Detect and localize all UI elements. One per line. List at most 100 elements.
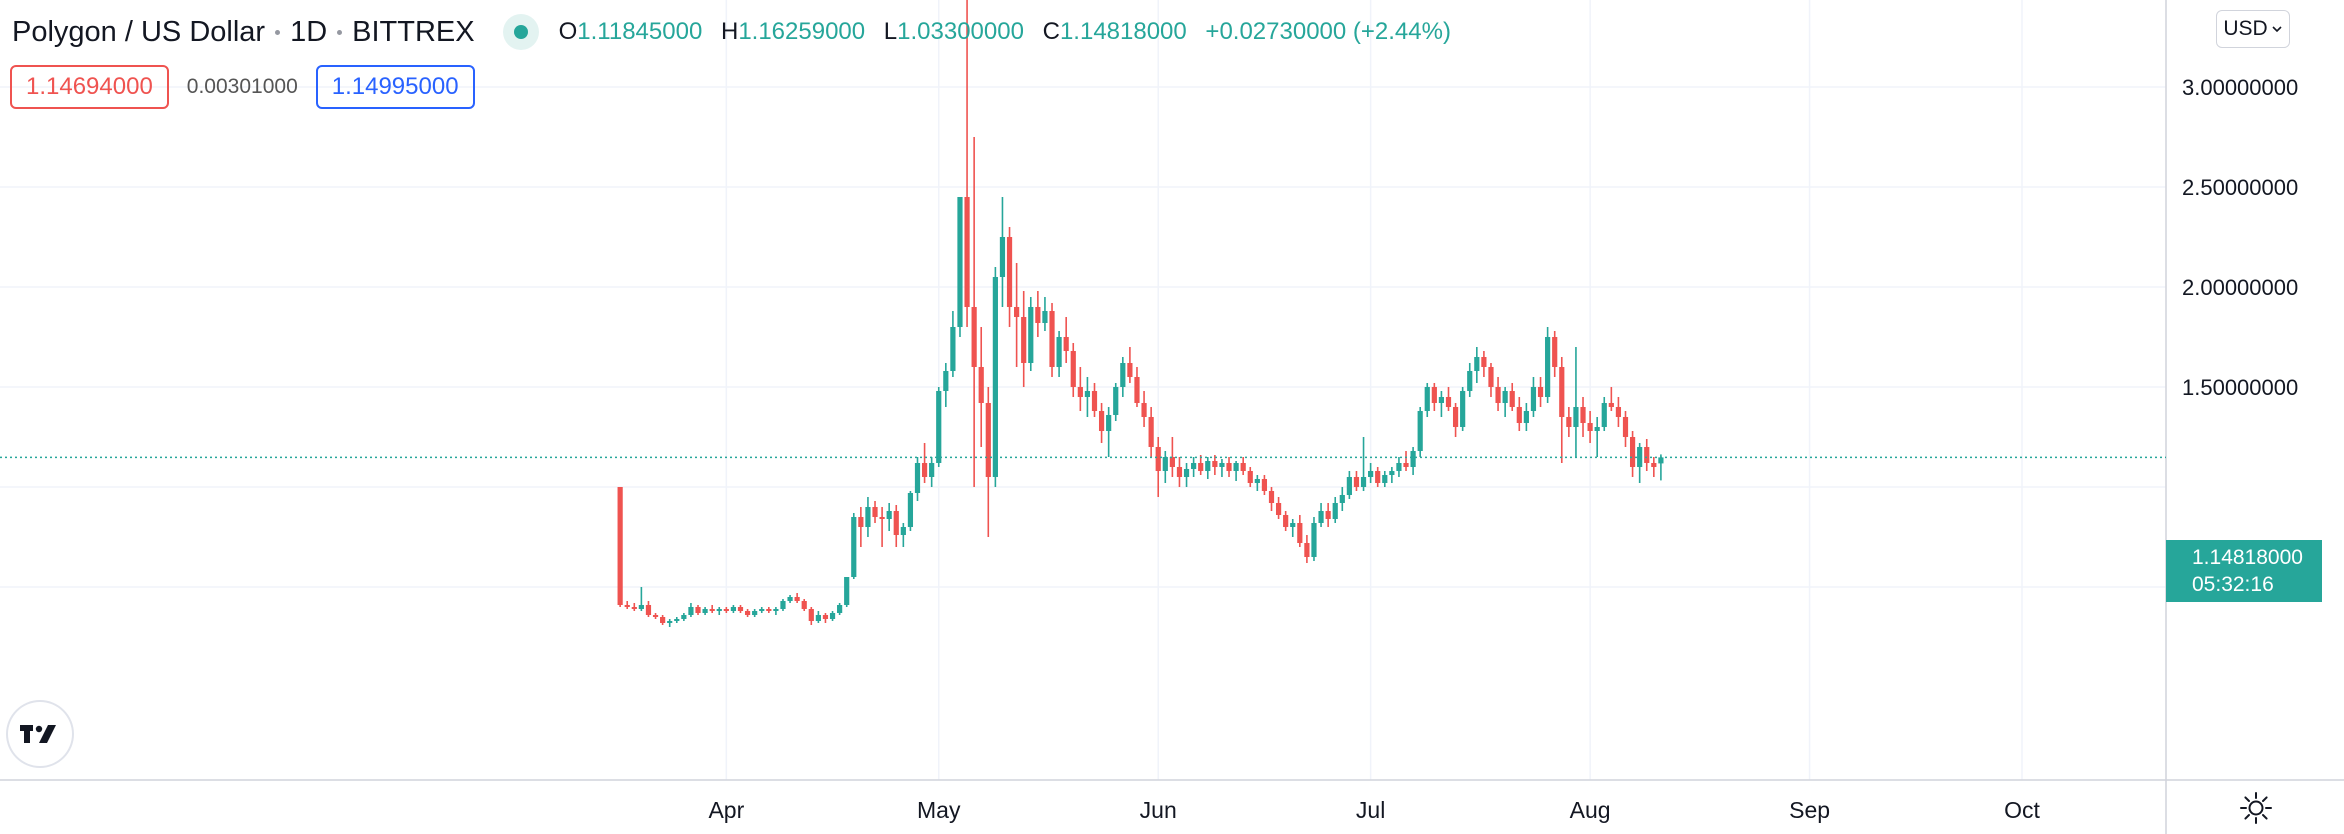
candle-body xyxy=(1290,523,1296,527)
candle-body xyxy=(1226,463,1232,471)
tradingview-logo-icon[interactable] xyxy=(8,702,72,766)
candle-body xyxy=(1091,391,1098,411)
candle-body xyxy=(1098,411,1105,431)
candle-body xyxy=(1311,523,1317,557)
interval-label[interactable]: 1D xyxy=(290,15,328,48)
buy-button[interactable]: 1.14995000 xyxy=(315,65,475,109)
candle-body xyxy=(1516,407,1522,423)
candle-body xyxy=(1063,337,1069,351)
candle-body xyxy=(1509,391,1515,407)
ohlc-readout: O1.11845000 H1.16259000 L1.03300000 C1.1… xyxy=(559,18,1451,46)
candle-body xyxy=(624,605,630,607)
candle-body xyxy=(1495,387,1501,403)
chevron-down-icon xyxy=(2272,26,2282,33)
candle-body xyxy=(1424,387,1430,411)
candle-body xyxy=(660,617,666,623)
candle-body xyxy=(1049,311,1055,367)
chart-grid xyxy=(0,0,2166,780)
candle-body xyxy=(617,487,623,605)
open-label: O xyxy=(558,18,578,45)
close-value: 1.14818000 xyxy=(1059,18,1187,45)
candle-body xyxy=(1481,357,1487,367)
candle-body xyxy=(787,597,793,601)
bar-countdown: 05:32:16 xyxy=(2192,573,2274,596)
live-status-icon xyxy=(502,14,539,50)
candle-body xyxy=(914,463,921,493)
candle-body xyxy=(1658,457,1664,464)
candle-body xyxy=(1552,337,1558,367)
candle-body xyxy=(688,607,694,615)
sell-button[interactable]: 1.14694000 xyxy=(10,65,169,109)
candle-body xyxy=(652,615,659,617)
candle-body xyxy=(1042,311,1048,323)
candle-body xyxy=(1573,407,1579,427)
candle-body xyxy=(1155,447,1161,471)
candle-body xyxy=(837,605,843,613)
y-tick-label: 1.50000000 xyxy=(2182,375,2298,400)
x-tick-label: Apr xyxy=(708,797,744,823)
symbol-title[interactable]: Polygon / US Dollar xyxy=(12,15,266,48)
currency-label: USD xyxy=(2223,17,2268,40)
candle-body xyxy=(1205,461,1211,471)
candle-body xyxy=(1240,463,1246,471)
candle-body xyxy=(709,609,715,611)
candle-body xyxy=(1537,387,1544,397)
candle-body xyxy=(1219,463,1225,467)
last-price-label: 1.14818000 05:32:16 xyxy=(2166,540,2322,602)
candle-body xyxy=(1056,337,1062,367)
candle-body xyxy=(1566,417,1572,427)
currency-button[interactable]: USD xyxy=(2216,10,2290,48)
candle-body xyxy=(1325,511,1331,519)
candle-body xyxy=(773,609,779,611)
candle-body xyxy=(1162,457,1168,471)
candle-body xyxy=(829,613,836,619)
candle-body xyxy=(886,511,892,519)
candle-body xyxy=(1084,391,1091,397)
x-tick-label: Aug xyxy=(1570,797,1611,823)
candle-body xyxy=(1134,377,1140,403)
candle-body xyxy=(737,607,744,611)
x-tick-label: May xyxy=(917,797,961,823)
candle-body xyxy=(1559,367,1565,417)
candle-body xyxy=(1651,463,1657,467)
high-value: 1.16259000 xyxy=(738,18,866,45)
candle-body xyxy=(1460,391,1466,427)
candle-body xyxy=(865,507,871,527)
candle-body xyxy=(1474,357,1480,371)
candle-body xyxy=(858,517,864,527)
candle-body xyxy=(1403,463,1409,467)
exchange-label[interactable]: BITTREX xyxy=(352,15,475,48)
candle-body xyxy=(1615,407,1622,417)
candle-body xyxy=(1283,515,1289,527)
candle-body xyxy=(992,277,998,477)
candle-body xyxy=(1148,417,1154,447)
chart-header: Polygon / US Dollar 1D BITTREX O1.118450… xyxy=(12,12,1451,52)
candle-body xyxy=(716,609,722,611)
candle-body xyxy=(971,307,977,367)
candle-body xyxy=(879,517,885,519)
candle-body xyxy=(1594,427,1600,431)
spread-value: 0.00301000 xyxy=(186,75,298,98)
candle-body xyxy=(1622,417,1629,437)
candle-body xyxy=(1127,363,1133,377)
gear-icon[interactable] xyxy=(2238,790,2274,826)
candle-body xyxy=(759,609,765,611)
candle-body xyxy=(815,615,821,621)
candle-body xyxy=(1360,477,1367,487)
candle-body xyxy=(794,597,800,601)
separator-dot xyxy=(275,29,281,35)
x-tick-label: Jul xyxy=(1356,797,1385,823)
candle-body xyxy=(1254,479,1260,483)
close-label: C xyxy=(1042,18,1060,45)
candle-body xyxy=(674,619,680,621)
candle-body xyxy=(921,463,928,477)
candle-body xyxy=(667,621,673,623)
candle-body xyxy=(1113,387,1119,415)
candle-body xyxy=(822,615,829,619)
candle-body xyxy=(1452,407,1459,427)
candle-body xyxy=(723,609,729,611)
candle-body xyxy=(1233,463,1239,471)
candle-body xyxy=(1346,477,1352,495)
candle-body xyxy=(1389,471,1395,475)
